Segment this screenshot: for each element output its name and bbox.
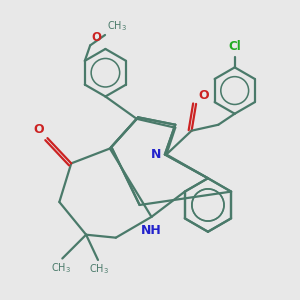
Text: N: N	[151, 148, 161, 161]
Text: CH$_3$: CH$_3$	[106, 20, 127, 34]
Text: CH$_3$: CH$_3$	[51, 261, 71, 275]
Text: O: O	[92, 31, 102, 44]
Text: O: O	[198, 88, 209, 102]
Text: NH: NH	[141, 224, 162, 237]
Text: Cl: Cl	[228, 40, 241, 53]
Text: CH$_3$: CH$_3$	[89, 262, 110, 276]
Text: O: O	[34, 123, 44, 136]
